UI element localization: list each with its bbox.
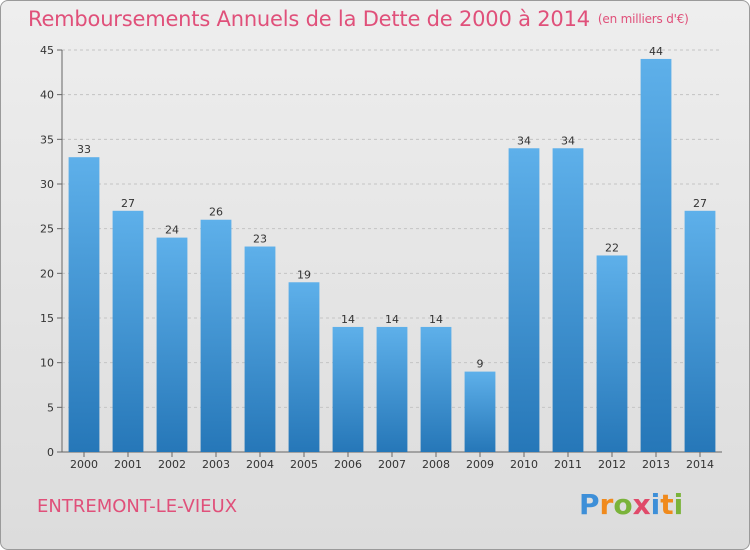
logo-letter: r bbox=[599, 488, 614, 521]
y-tick-label: 40 bbox=[40, 89, 54, 102]
bar bbox=[684, 210, 716, 452]
bars bbox=[68, 58, 716, 452]
bar-value-label: 22 bbox=[605, 241, 619, 254]
bar-value-label: 27 bbox=[693, 197, 707, 210]
bar-value-label: 34 bbox=[517, 134, 531, 147]
bar-value-label: 14 bbox=[341, 313, 355, 326]
logo-letter: t bbox=[660, 488, 674, 521]
bar bbox=[464, 371, 496, 452]
y-tick-label: 10 bbox=[40, 357, 54, 370]
x-tick-label: 2004 bbox=[246, 458, 274, 471]
x-tick-label: 2006 bbox=[334, 458, 362, 471]
bar bbox=[332, 326, 364, 452]
bar bbox=[288, 282, 320, 452]
bar-value-label: 26 bbox=[209, 206, 223, 219]
proxiti-logo: Proxiti bbox=[579, 488, 683, 521]
bar bbox=[552, 148, 584, 452]
x-tick-label: 2010 bbox=[510, 458, 538, 471]
bar-value-label: 44 bbox=[649, 45, 663, 58]
logo-letter: o bbox=[613, 488, 633, 521]
y-tick-label: 45 bbox=[40, 44, 54, 57]
bar bbox=[596, 255, 628, 452]
bar-value-label: 9 bbox=[477, 358, 484, 371]
y-tick-label: 20 bbox=[40, 267, 54, 280]
bar-value-label: 34 bbox=[561, 134, 575, 147]
bar-value-label: 14 bbox=[385, 313, 399, 326]
y-tick-label: 15 bbox=[40, 312, 54, 325]
bar bbox=[112, 210, 144, 452]
chart-title: Remboursements Annuels de la Dette de 20… bbox=[28, 7, 689, 31]
y-tick-label: 30 bbox=[40, 178, 54, 191]
bar-value-label: 14 bbox=[429, 313, 443, 326]
x-tick-label: 2000 bbox=[70, 458, 98, 471]
labels: 0 5 10 15 20 25 30 35 40 45 33 2000 27 2001 24 2002 26 20… bbox=[40, 44, 714, 471]
logo-letter: P bbox=[579, 488, 600, 521]
x-tick-label: 2013 bbox=[642, 458, 670, 471]
bar-value-label: 24 bbox=[165, 224, 179, 237]
x-tick-label: 2009 bbox=[466, 458, 494, 471]
bar-value-label: 33 bbox=[77, 143, 91, 156]
bar bbox=[640, 58, 672, 452]
x-tick-label: 2011 bbox=[554, 458, 582, 471]
x-tick-label: 2007 bbox=[378, 458, 406, 471]
x-tick-label: 2008 bbox=[422, 458, 450, 471]
bar bbox=[376, 326, 408, 452]
x-tick-label: 2002 bbox=[158, 458, 186, 471]
x-tick-label: 2005 bbox=[290, 458, 318, 471]
bar bbox=[68, 157, 100, 452]
chart-title-text: Remboursements Annuels de la Dette de 20… bbox=[28, 7, 590, 31]
bar-value-label: 19 bbox=[297, 268, 311, 281]
y-tick-label: 0 bbox=[47, 446, 54, 459]
bar bbox=[200, 219, 232, 452]
y-tick-label: 25 bbox=[40, 223, 54, 236]
logo-letter: i bbox=[673, 488, 684, 521]
bar bbox=[420, 326, 452, 452]
x-tick-label: 2014 bbox=[686, 458, 714, 471]
y-tick-label: 35 bbox=[40, 133, 54, 146]
logo-letter: x bbox=[632, 488, 651, 521]
commune-name: ENTREMONT-LE-VIEUX bbox=[37, 496, 238, 517]
bar bbox=[244, 246, 276, 452]
x-tick-label: 2012 bbox=[598, 458, 626, 471]
y-tick-label: 5 bbox=[47, 401, 54, 414]
bar bbox=[156, 237, 188, 452]
logo-letter: i bbox=[650, 488, 661, 521]
chart-unit: (en milliers d'€) bbox=[597, 12, 689, 26]
bar-value-label: 27 bbox=[121, 197, 135, 210]
bar bbox=[508, 148, 540, 452]
x-tick-label: 2003 bbox=[202, 458, 230, 471]
x-tick-label: 2001 bbox=[114, 458, 142, 471]
bar-value-label: 23 bbox=[253, 233, 267, 246]
